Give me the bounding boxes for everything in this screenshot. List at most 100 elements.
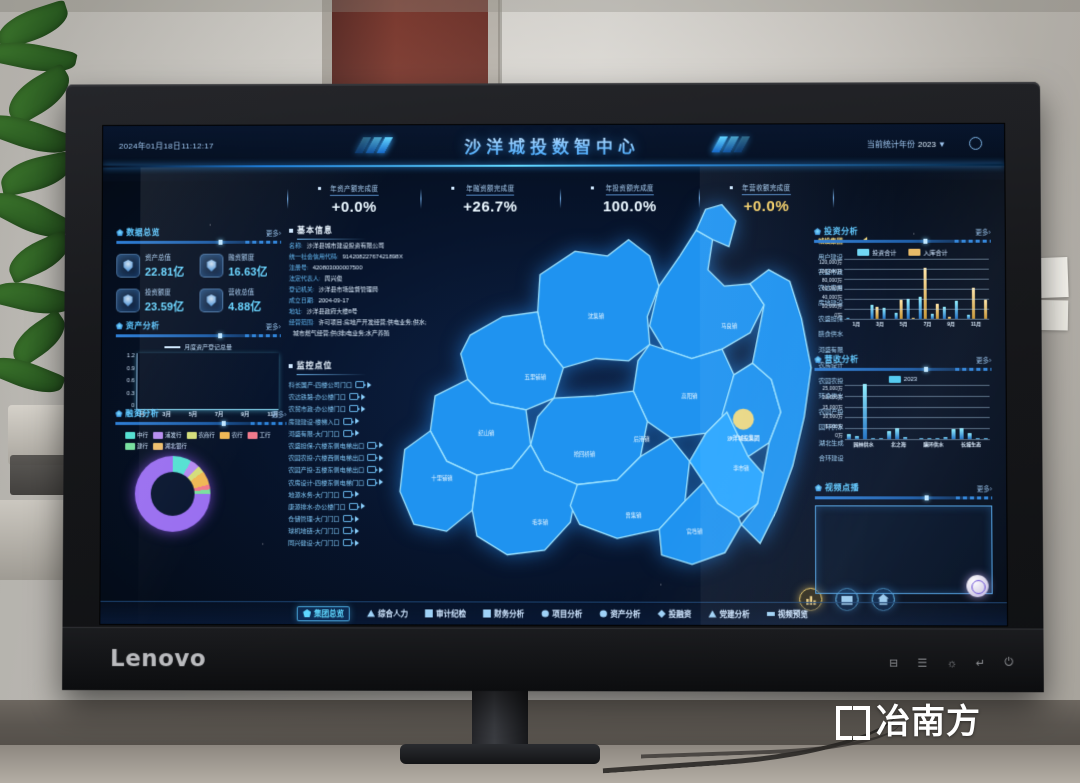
play-icon[interactable]: [354, 418, 359, 425]
camera-icon: [355, 381, 365, 389]
gridline: [844, 439, 990, 441]
bar[interactable]: [895, 427, 899, 440]
financing-legend-item[interactable]: 湖北银行: [153, 442, 187, 450]
gridline: [844, 395, 990, 397]
bar[interactable]: [959, 428, 964, 440]
nav-item-default[interactable]: 项目分析: [541, 608, 582, 619]
overview-card-financing-quota[interactable]: 融资额度 16.63亿: [199, 252, 280, 280]
basic-info-key: 成立日期:: [288, 298, 315, 305]
play-icon[interactable]: [379, 454, 384, 461]
region-map[interactable]: 沈集镇 马良镇 高阳镇 五里铺镇 纪山镇 拾回桥镇 后港镇 十里铺镇 毛李镇 曾集镇 官垱镇 李市镇 沙…: [399, 202, 895, 612]
company-list-item[interactable]: 合环建设: [818, 455, 844, 463]
year-selector[interactable]: 当前统计年份 2023 ▼: [867, 139, 946, 150]
map-region-label: 十里铺镇: [431, 474, 453, 482]
monitoring-point-label: 地源水务-大门门口: [288, 491, 340, 499]
nav-item-default[interactable]: 财务分析: [483, 608, 524, 619]
panel-header: 营收分析 更多›: [814, 354, 991, 365]
more-link[interactable]: 更多›: [265, 323, 281, 331]
kpi-label: 年投资额完成度: [605, 181, 654, 195]
play-icon[interactable]: [360, 405, 365, 412]
financing-legend-item[interactable]: 建行: [125, 442, 148, 450]
panel-title-icon: [115, 410, 122, 417]
nav-item-active[interactable]: 集团总览: [297, 605, 351, 621]
financing-legend-item[interactable]: 农商行: [186, 431, 215, 439]
more-link[interactable]: 更多›: [271, 411, 287, 419]
company-list-item[interactable]: 河盛有限: [818, 346, 844, 354]
play-icon[interactable]: [379, 479, 384, 486]
overview-card-total-revenue[interactable]: 营收总值 4.88亿: [199, 286, 279, 314]
input-icon[interactable]: ⊟: [888, 657, 899, 670]
overview-card-grid: 资产总值 22.81亿 融资额度 16.63亿: [115, 252, 281, 315]
panel-title-text: 数据总览: [126, 227, 161, 237]
globe-assistant-button[interactable]: [966, 574, 989, 598]
exit-icon[interactable]: ↵: [975, 657, 986, 670]
panel-accent-bar: [115, 333, 281, 339]
basic-info-key: 法定代表人:: [288, 276, 321, 283]
power-icon[interactable]: ⏻: [1004, 656, 1014, 669]
monitoring-point-label: 同兴健设-大门门口: [288, 540, 340, 548]
bar[interactable]: [870, 304, 874, 319]
panel-title-icon: [814, 228, 821, 235]
camera-icon: [342, 527, 352, 535]
play-icon[interactable]: [354, 527, 359, 534]
basic-info-key: 名称:: [289, 243, 303, 250]
brightness-icon[interactable]: ☼: [946, 657, 957, 670]
bar[interactable]: [863, 383, 867, 440]
more-link[interactable]: 更多›: [976, 357, 992, 365]
nav-item-default[interactable]: 资产分析: [599, 608, 641, 619]
map-selected-marker-icon: [732, 408, 754, 430]
play-icon[interactable]: [379, 466, 384, 473]
dashboard-root: 2024年01月18日11:12:17 沙洋城投数智中心 当前统计年份2023 …: [100, 123, 1008, 626]
donut-ring: [134, 455, 211, 532]
video-display-area[interactable]: [814, 505, 993, 595]
play-icon[interactable]: [354, 491, 359, 498]
more-link[interactable]: 更多›: [976, 485, 993, 493]
play-icon[interactable]: [354, 430, 359, 437]
monitor-osd-buttons: ⊟ ☰ ☼ ↵ ⏻: [889, 657, 1013, 670]
gear-icon[interactable]: [969, 136, 983, 150]
menu-icon[interactable]: ☰: [917, 657, 928, 670]
x-tick: 11月: [970, 321, 982, 328]
nav-item-icon: [425, 609, 433, 617]
map-region-label: 李市镇: [733, 465, 750, 473]
bar[interactable]: [971, 287, 976, 319]
kpi-label: 年融资额完成度: [466, 182, 515, 196]
legend-label: 投资合计: [872, 250, 897, 257]
bar[interactable]: [887, 430, 891, 440]
bar[interactable]: [951, 429, 956, 440]
overview-card-total-assets[interactable]: 资产总值 22.81亿: [116, 252, 195, 280]
nav-item-default[interactable]: 党建分析: [708, 608, 750, 619]
financing-legend-item[interactable]: 中行: [125, 431, 148, 439]
kpi-asset-completion: 年资产额完成度 +0.0%: [318, 182, 388, 215]
legend-label: 2023: [903, 376, 918, 383]
monitor-screen: 2024年01月18日11:12:17 沙洋城投数智中心 当前统计年份2023 …: [100, 123, 1008, 626]
more-link[interactable]: 更多›: [266, 230, 282, 238]
financing-legend-item[interactable]: 农行: [219, 431, 243, 439]
nav-item-default[interactable]: 投融资: [658, 608, 692, 619]
play-icon[interactable]: [361, 393, 366, 400]
x-tick: 1月: [852, 321, 861, 328]
play-icon[interactable]: [354, 540, 359, 547]
bar[interactable]: [923, 267, 927, 319]
x-tick: 7月: [923, 321, 932, 328]
nav-item-default[interactable]: 审计纪检: [425, 608, 466, 619]
map-region-lishi: [722, 363, 781, 457]
financing-legend-item[interactable]: 工行: [247, 431, 271, 439]
play-icon[interactable]: [354, 515, 359, 522]
play-icon[interactable]: [367, 381, 372, 388]
bar[interactable]: [935, 303, 939, 319]
play-icon[interactable]: [360, 503, 365, 510]
nav-item-label: 党建分析: [719, 609, 750, 619]
nav-item-default[interactable]: 综合人力: [367, 608, 408, 619]
panel-title: 投资分析: [814, 226, 858, 237]
financing-legend-item[interactable]: 浦发行: [153, 431, 181, 439]
x-tick: 长城生态: [960, 442, 982, 449]
revenue-icon: [199, 288, 224, 313]
overview-card-investment-quota[interactable]: 投资额度 23.59亿: [115, 287, 196, 315]
nav-item-label: 资产分析: [610, 609, 641, 619]
more-link[interactable]: 更多›: [975, 229, 991, 237]
nav-item-default[interactable]: 视频预览: [767, 608, 808, 619]
kpi-separator: [287, 189, 289, 209]
play-icon[interactable]: [379, 442, 384, 449]
gridline: [844, 318, 990, 320]
